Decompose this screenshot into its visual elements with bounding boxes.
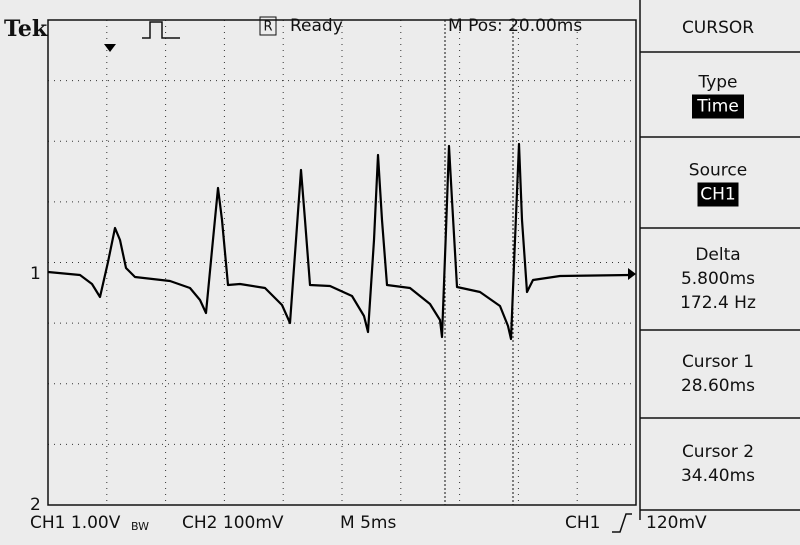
bandwidth-limit: BW	[131, 520, 149, 533]
menu-value: 34.40ms	[681, 466, 755, 486]
menu-title: CURSOR	[682, 18, 754, 38]
menu-value: 5.800ms	[681, 269, 755, 289]
status-icon	[259, 16, 277, 36]
menu-item[interactable]: Delta 5.800ms 172.4 Hz	[640, 245, 800, 331]
ch2-scale: CH2 100mV	[182, 513, 284, 533]
menu-label: Source	[689, 161, 747, 181]
menu-label: Type	[697, 73, 737, 93]
trigger-level-marker	[628, 268, 636, 280]
trigger-slope	[612, 513, 632, 533]
ch2-marker: 2	[30, 495, 41, 515]
menu-value: CH1	[700, 185, 735, 205]
trigger-position-marker	[104, 44, 116, 52]
menu-value: 28.60ms	[681, 376, 755, 396]
brand: Tek	[4, 16, 48, 42]
graticule-frame	[47, 19, 637, 506]
menu-item[interactable]: Cursor 1 28.60ms	[640, 352, 800, 419]
trigger-level: 120mV	[646, 513, 707, 533]
acquisition-icon	[142, 21, 180, 39]
menu-label: Delta	[695, 245, 740, 265]
trigger-source: CH1	[565, 513, 600, 533]
ch1-scale: CH1 1.00V	[30, 513, 121, 533]
menu-value: 172.4 Hz	[680, 293, 756, 313]
acquisition-status: Ready	[290, 16, 343, 36]
menu-value: Time	[696, 97, 739, 117]
side-menu: Type Time Source CH1 Delta 5.800ms 172.4 Hz Cur…	[640, 51, 800, 511]
menu-item[interactable]: Cursor 2 34.40ms	[640, 442, 800, 511]
ch1-marker: 1	[30, 264, 41, 284]
menu-value-highlight	[692, 94, 744, 119]
horizontal-position: M Pos: 20.00ms	[448, 16, 582, 36]
menu-label: Cursor 1	[682, 352, 754, 372]
menu-item[interactable]: Source CH1	[640, 161, 800, 229]
timebase: M 5ms	[340, 513, 396, 533]
ch1-trace	[47, 142, 631, 341]
menu-item[interactable]: Type Time	[640, 73, 800, 138]
menu-value-highlight	[697, 182, 739, 207]
graticule	[48, 20, 636, 505]
status-icon-letter: R	[263, 20, 272, 35]
menu-label: Cursor 2	[682, 442, 754, 462]
